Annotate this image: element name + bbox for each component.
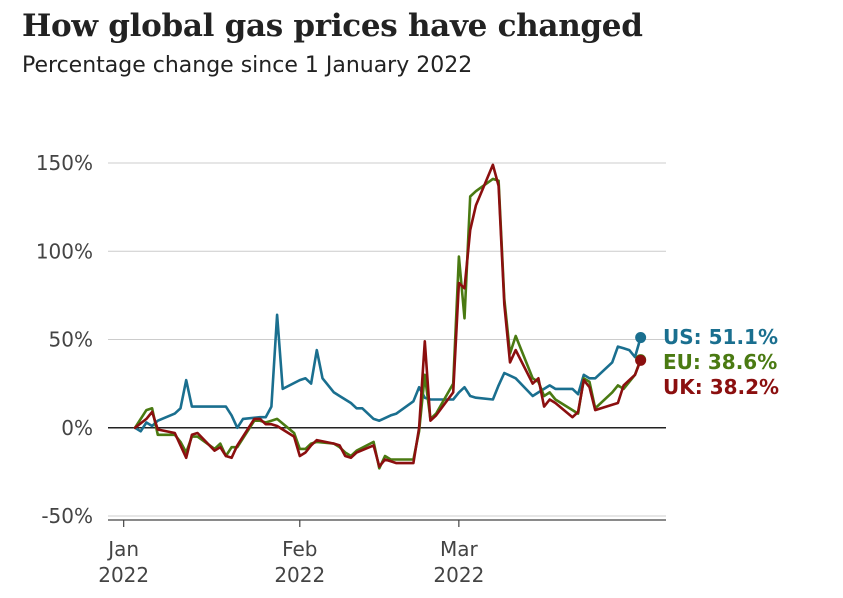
series-line-us <box>133 313 642 433</box>
grid-lines <box>108 162 666 517</box>
x-tick-label-year: 2022 <box>433 563 484 587</box>
series-end-label-us: US: 51.1% <box>663 325 778 349</box>
end-labels: US: 51.1%EU: 38.6%UK: 38.2% <box>635 325 779 399</box>
series-line-uk <box>133 163 642 468</box>
x-tick-label-month: Mar <box>440 537 479 561</box>
y-tick-label: 150% <box>36 151 93 175</box>
x-tick-label-year: 2022 <box>98 563 149 587</box>
series-end-dot-us <box>635 332 647 344</box>
y-tick-label: 50% <box>49 328 93 352</box>
x-tick-label-year: 2022 <box>274 563 325 587</box>
x-tick-label-month: Jan <box>106 537 139 561</box>
x-tick-label-month: Feb <box>282 537 317 561</box>
series-end-dot-uk <box>635 354 647 366</box>
series-end-label-uk: UK: 38.2% <box>663 375 779 399</box>
y-tick-label: 100% <box>36 239 93 263</box>
y-tick-label: 0% <box>61 416 93 440</box>
chart-title: How global gas prices have changed <box>22 8 643 44</box>
series-lines <box>133 163 642 470</box>
chart-subtitle: Percentage change since 1 January 2022 <box>22 53 473 78</box>
y-tick-label: -50% <box>41 504 93 528</box>
series-end-label-eu: EU: 38.6% <box>663 350 777 374</box>
y-axis-labels: -50% 0% 50% 100% 150% <box>36 151 93 528</box>
series-line-eu <box>133 177 642 470</box>
